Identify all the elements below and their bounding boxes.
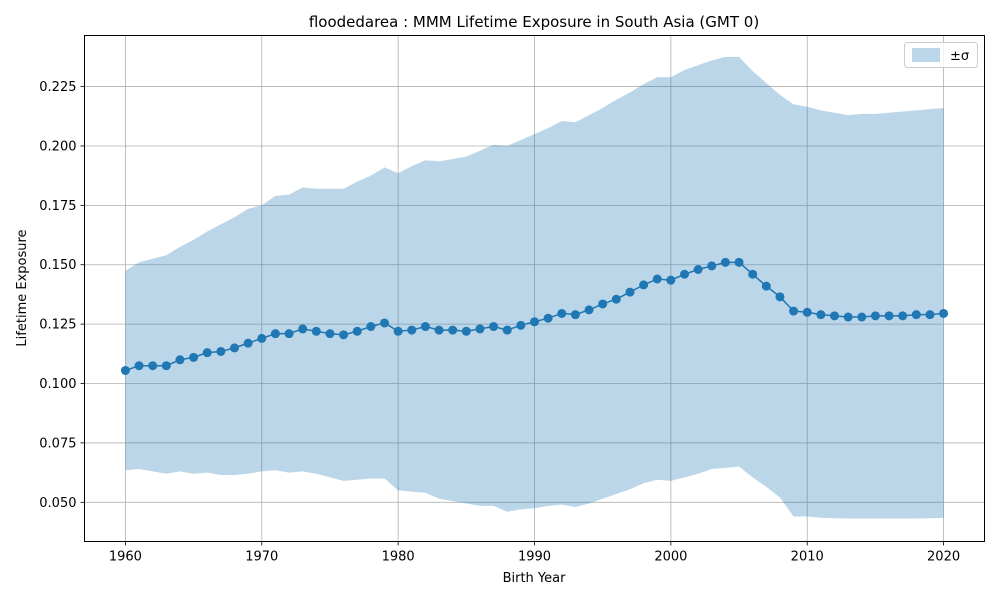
data-point — [830, 311, 839, 321]
data-point — [516, 320, 526, 330]
data-point — [134, 361, 144, 371]
y-tick-label: 0.100 — [39, 377, 76, 392]
data-point — [816, 310, 826, 320]
data-point — [720, 257, 730, 267]
data-point — [352, 326, 362, 336]
data-point — [543, 313, 553, 323]
data-point — [202, 348, 212, 358]
data-point — [652, 274, 662, 284]
y-tick-label: 0.225 — [39, 80, 76, 95]
data-point — [680, 269, 689, 279]
y-tick-label: 0.075 — [39, 436, 76, 451]
data-point — [325, 329, 335, 339]
chart-title: floodedarea : MMM Lifetime Exposure in S… — [309, 13, 759, 31]
data-point — [175, 355, 185, 365]
data-point — [761, 281, 771, 291]
data-point — [489, 322, 499, 332]
data-point — [625, 287, 635, 297]
data-point — [584, 305, 594, 315]
data-point — [734, 257, 744, 267]
data-point — [284, 329, 294, 339]
data-point — [530, 317, 539, 327]
data-point — [557, 308, 567, 318]
data-point — [857, 312, 867, 322]
x-tick-label: 1960 — [109, 550, 142, 565]
data-point — [666, 275, 676, 285]
data-point — [802, 307, 812, 317]
data-point — [148, 361, 158, 371]
x-tick-label: 2000 — [654, 550, 687, 565]
data-point — [925, 310, 935, 320]
data-point — [502, 325, 512, 335]
sigma-band — [125, 56, 944, 519]
data-point — [611, 294, 621, 304]
data-point — [843, 312, 853, 322]
x-tick-label: 1980 — [382, 550, 415, 565]
data-point — [434, 325, 444, 335]
data-point — [161, 361, 171, 371]
data-point — [461, 326, 471, 336]
legend-label-sigma: ±σ — [950, 49, 969, 64]
x-tick-label: 1970 — [245, 550, 278, 565]
data-point — [339, 330, 349, 340]
data-point — [189, 352, 199, 362]
y-tick-label: 0.125 — [39, 318, 76, 333]
data-point — [939, 308, 949, 318]
data-point — [420, 322, 430, 332]
data-point — [898, 311, 908, 321]
data-point — [243, 338, 253, 348]
data-point — [707, 261, 717, 271]
data-point — [911, 310, 921, 320]
data-point — [598, 299, 608, 309]
data-point — [748, 269, 758, 279]
data-point — [393, 326, 403, 336]
data-point — [311, 326, 321, 336]
data-point — [216, 346, 226, 356]
legend-box — [904, 42, 978, 68]
data-point — [789, 306, 799, 316]
data-point — [475, 324, 485, 334]
x-tick-label: 1990 — [518, 550, 551, 565]
data-point — [884, 311, 894, 321]
data-point — [693, 264, 703, 274]
y-axis-ticks: 0.050 0.075 0.100 0.125 0.150 0.175 0.200 0.225 — [39, 80, 85, 511]
x-tick-label: 2020 — [927, 550, 960, 565]
data-point — [639, 280, 649, 290]
data-point — [120, 365, 130, 375]
x-axis-ticks: 1960 1970 1980 1990 2000 2010 2020 — [109, 541, 960, 565]
x-tick-label: 2010 — [791, 550, 824, 565]
legend-swatch-sigma — [912, 48, 940, 62]
y-tick-label: 0.150 — [39, 258, 76, 273]
data-point — [366, 322, 376, 332]
y-axis-label: Lifetime Exposure — [15, 229, 30, 346]
data-point — [570, 310, 580, 320]
mean-exposure-markers — [120, 257, 949, 375]
data-point — [407, 325, 417, 335]
y-tick-label: 0.175 — [39, 199, 76, 214]
y-tick-label: 0.050 — [39, 496, 76, 511]
data-point — [257, 333, 267, 343]
data-point — [870, 311, 880, 321]
data-point — [270, 329, 280, 339]
data-point — [380, 318, 389, 328]
data-point — [448, 325, 458, 335]
data-point — [775, 292, 785, 302]
data-point — [230, 343, 239, 353]
x-axis-label: Birth Year — [503, 571, 567, 586]
y-tick-label: 0.200 — [39, 139, 76, 154]
legend: ±σ — [904, 42, 978, 68]
data-point — [298, 324, 308, 334]
